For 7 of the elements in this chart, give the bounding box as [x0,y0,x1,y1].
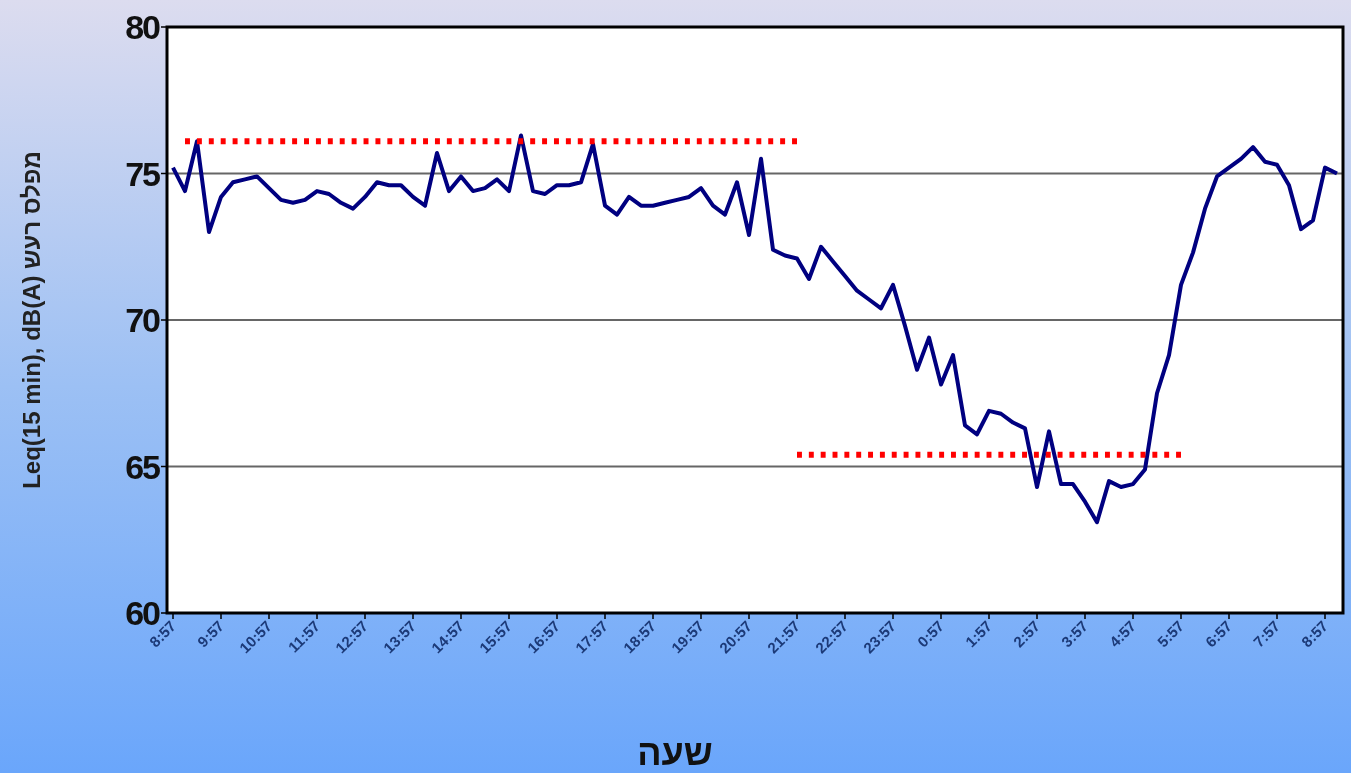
y-tick-label: 65 [125,447,161,486]
y-tick-label: 70 [125,301,161,339]
y-tick-label: 80 [125,8,161,46]
y-axis-title: Leq(15 min), dB(A) מפלס רעש [18,151,45,489]
x-axis-title: שעה [637,732,713,773]
line-series [171,133,1339,525]
y-tick-label: 75 [125,154,161,193]
